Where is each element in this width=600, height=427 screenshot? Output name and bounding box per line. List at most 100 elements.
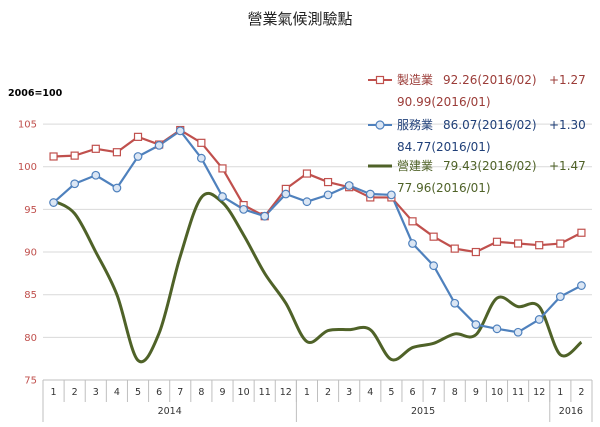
- x-tick-label: 9: [473, 387, 479, 398]
- x-tick-label: 5: [388, 387, 394, 398]
- data-point-services: [534, 315, 544, 324]
- legend-change-construction: +1.47: [549, 159, 586, 173]
- series-line-construction: [52, 191, 583, 364]
- data-point-services: [323, 190, 333, 200]
- x-year-label: 2014: [158, 406, 182, 417]
- legend-marker-manufacturing: [375, 75, 385, 85]
- data-point-manufacturing: [302, 169, 312, 178]
- legend-name-services: 服務業: [397, 118, 433, 132]
- data-point-services: [387, 190, 396, 200]
- data-point-manufacturing: [429, 232, 438, 241]
- x-tick-label: 10: [238, 387, 250, 398]
- data-point-services: [260, 211, 270, 221]
- data-point-manufacturing: [112, 148, 122, 157]
- x-tick-label: 3: [346, 387, 352, 398]
- legend-previous-manufacturing: 90.99(2016/01): [397, 95, 491, 109]
- y-tick-label: 80: [24, 333, 37, 344]
- y-tick-label: 85: [24, 290, 37, 301]
- data-point-services: [281, 189, 291, 199]
- data-point-services: [175, 126, 185, 136]
- x-year-label: 2015: [411, 406, 435, 417]
- x-tick-label: 4: [114, 387, 120, 398]
- y-tick-label: 105: [18, 120, 37, 131]
- data-point-services: [49, 198, 58, 207]
- data-point-services: [154, 140, 164, 150]
- legend-previous-services: 84.77(2016/01): [397, 140, 491, 154]
- x-tick-label: 1: [557, 387, 563, 398]
- data-point-services: [429, 261, 439, 271]
- x-tick-label: 10: [491, 387, 503, 398]
- x-tick-label: 2: [72, 387, 78, 398]
- legend-name-construction: 營建業: [397, 159, 433, 173]
- y-tick-label: 95: [24, 205, 37, 216]
- data-point-manufacturing: [49, 152, 58, 161]
- data-point-manufacturing: [218, 164, 227, 173]
- data-point-manufacturing: [450, 244, 459, 253]
- data-point-services: [302, 197, 312, 207]
- base-year-note: 2006=100: [8, 88, 63, 99]
- data-point-manufacturing: [492, 237, 502, 246]
- legend-current-construction: 79.43(2016/02): [443, 159, 537, 173]
- legend: 製造業 92.26(2016/02) +1.27 90.99(2016/01) …: [368, 73, 586, 195]
- series-markers: [49, 125, 586, 337]
- x-tick-label: 4: [367, 387, 373, 398]
- data-point-services: [133, 152, 143, 161]
- y-tick-label: 90: [24, 248, 37, 259]
- x-tick-label: 3: [93, 387, 99, 398]
- x-tick-label: 1: [51, 387, 57, 398]
- data-point-manufacturing: [556, 239, 565, 248]
- x-tick-label: 1: [304, 387, 310, 398]
- chart-title: 營業氣候測驗點: [247, 10, 352, 28]
- legend-name-manufacturing: 製造業: [397, 73, 433, 87]
- x-tick-label: 8: [198, 387, 204, 398]
- data-point-services: [492, 324, 502, 334]
- x-year-label: 2016: [559, 406, 583, 417]
- data-point-services: [196, 153, 206, 163]
- x-tick-label: 12: [533, 387, 545, 398]
- x-tick-label: 11: [512, 387, 524, 398]
- x-tick-label: 8: [452, 387, 458, 398]
- data-point-manufacturing: [471, 247, 480, 257]
- data-point-manufacturing: [577, 228, 586, 237]
- y-gridlines: [43, 123, 592, 381]
- data-point-manufacturing: [197, 138, 206, 147]
- data-point-services: [513, 327, 523, 337]
- x-tick-label: 6: [409, 387, 415, 398]
- data-point-services: [91, 170, 101, 180]
- data-point-services: [218, 192, 227, 201]
- data-point-manufacturing: [408, 217, 417, 226]
- data-point-services: [408, 239, 417, 248]
- data-point-manufacturing: [91, 144, 100, 153]
- y-tick-label: 100: [18, 162, 37, 173]
- x-tick-label: 7: [431, 387, 437, 398]
- data-point-services: [555, 292, 565, 302]
- x-tick-label: 2: [325, 387, 331, 398]
- data-point-services: [450, 298, 460, 308]
- data-point-manufacturing: [133, 132, 143, 141]
- x-tick-label: 9: [219, 387, 225, 398]
- legend-previous-construction: 77.96(2016/01): [397, 181, 491, 195]
- x-tick-label: 2: [578, 387, 584, 398]
- x-tick-label: 6: [156, 387, 162, 398]
- data-point-manufacturing: [70, 151, 79, 160]
- legend-current-services: 86.07(2016/02): [443, 118, 537, 132]
- x-tick-label: 7: [177, 387, 183, 398]
- y-axis-ticks: 75 80 85 90 95 100 105: [18, 120, 37, 387]
- data-point-services: [471, 320, 481, 329]
- data-point-services: [70, 179, 80, 189]
- data-point-services: [239, 204, 248, 214]
- x-tick-label: 5: [135, 387, 141, 398]
- legend-marker-services: [375, 120, 385, 130]
- data-point-services: [365, 189, 375, 199]
- data-point-services: [344, 181, 354, 190]
- x-tick-label: 12: [280, 387, 292, 398]
- data-point-manufacturing: [323, 177, 333, 187]
- data-point-services: [577, 281, 586, 290]
- legend-change-services: +1.30: [549, 118, 586, 132]
- x-tick-label: 11: [259, 387, 271, 398]
- series-line-manufacturing: [53, 128, 582, 254]
- legend-current-manufacturing: 92.26(2016/02): [443, 73, 537, 87]
- y-tick-label: 75: [24, 376, 37, 387]
